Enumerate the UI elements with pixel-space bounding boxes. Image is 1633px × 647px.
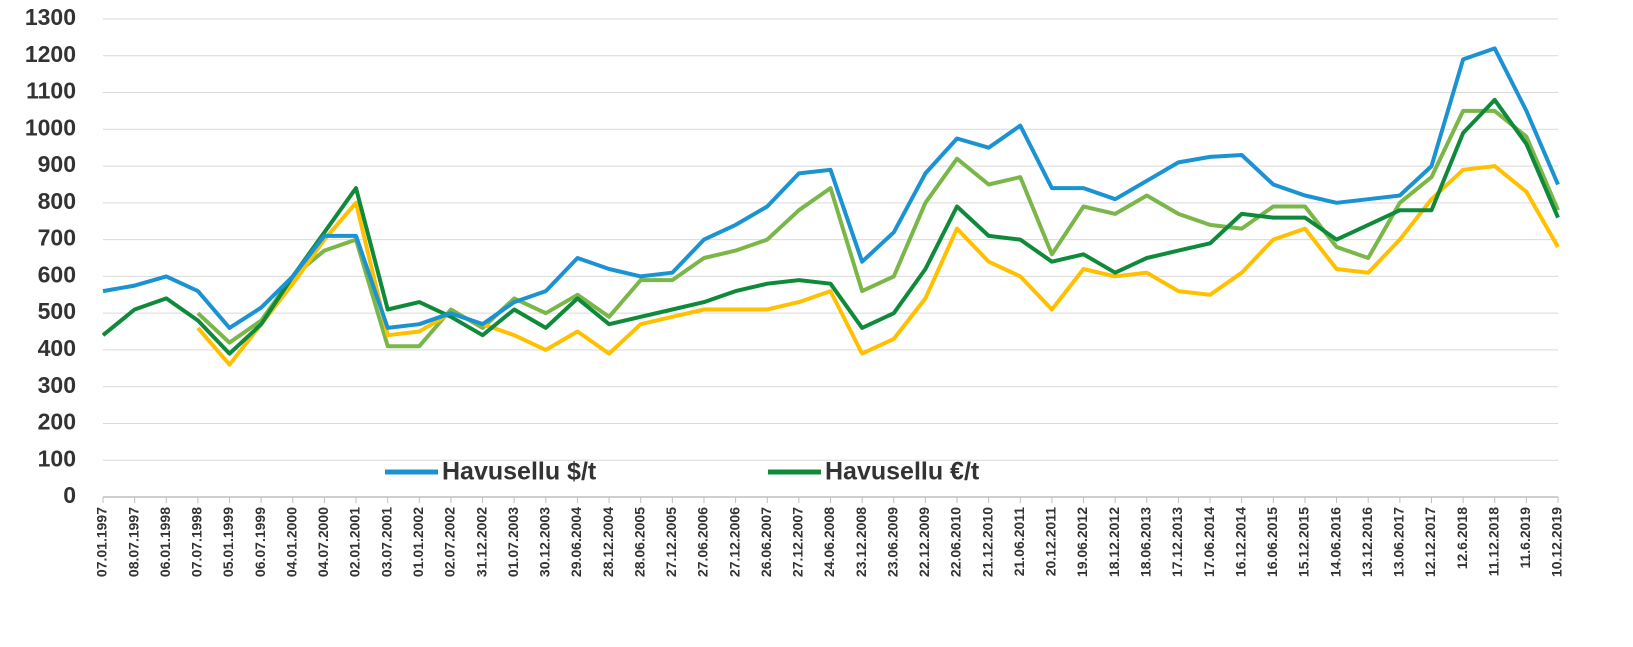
x-tick-label: 28.12.2004 (600, 507, 616, 577)
x-tick-label: 11.12.2018 (1485, 507, 1501, 577)
y-tick-label: 1200 (25, 41, 76, 67)
x-tick-label: 04.07.2000 (315, 507, 331, 577)
series-line (196, 108, 1560, 349)
x-tick-label: 26.06.2007 (758, 507, 774, 577)
x-tick-label: 29.06.2004 (568, 507, 584, 577)
x-tick-label: 02.07.2002 (442, 507, 458, 577)
y-tick-label: 600 (38, 261, 76, 287)
x-tick-label: 23.12.2008 (853, 507, 869, 577)
x-tick-label: 21.06.2011 (1011, 507, 1027, 577)
x-tick-label: 12.12.2017 (1422, 507, 1438, 577)
x-tick-label: 17.06.2014 (1201, 507, 1217, 577)
y-tick-label: 100 (38, 445, 76, 471)
x-tick-label: 06.07.1999 (252, 507, 268, 577)
x-tick-label: 15.12.2015 (1296, 507, 1312, 577)
x-tick-label: 19.06.2012 (1074, 507, 1090, 577)
series-line (101, 97, 1560, 356)
x-tick-label: 01.01.2002 (410, 507, 426, 577)
x-tick-label: 05.01.1999 (220, 507, 236, 577)
x-tick-label: 02.01.2001 (347, 507, 363, 577)
x-tick-label: 07.01.1997 (94, 507, 110, 577)
x-tick-label: 08.07.1997 (125, 507, 141, 577)
x-tick-label: 27.12.2005 (663, 507, 679, 577)
y-tick-label: 800 (38, 188, 76, 214)
y-tick-label: 700 (38, 225, 76, 251)
x-tick-label: 11.6.2019 (1517, 507, 1533, 569)
x-tick-label: 01.07.2003 (505, 507, 521, 577)
x-tick-label: 21.12.2010 (979, 507, 995, 577)
x-tick-label: 18.06.2013 (1138, 507, 1154, 577)
y-tick-label: 400 (38, 335, 76, 361)
y-tick-label: 900 (38, 151, 76, 177)
y-tick-label: 300 (38, 372, 76, 398)
x-tick-label: 12.6.2018 (1454, 507, 1470, 569)
x-tick-label: 18.12.2012 (1106, 507, 1122, 577)
y-tick-label: 200 (38, 409, 76, 435)
x-tick-label: 16.06.2015 (1264, 507, 1280, 577)
legend-label: Havusellu $/t (442, 458, 597, 486)
legend-label: Havusellu €/t (825, 458, 980, 486)
x-tick-label: 13.06.2017 (1391, 507, 1407, 577)
x-tick-label: 14.06.2016 (1327, 507, 1343, 577)
x-tick-label: 27.12.2007 (790, 507, 806, 577)
x-tick-label: 27.06.2006 (695, 507, 711, 577)
x-tick-label: 13.12.2016 (1359, 507, 1375, 577)
x-tick-label: 03.07.2001 (378, 507, 394, 577)
series-line (196, 164, 1560, 367)
y-tick-label: 500 (38, 298, 76, 324)
x-tick-label: 28.06.2005 (631, 507, 647, 577)
x-tick-label: 27.12.2006 (726, 507, 742, 577)
x-tick-label: 22.12.2009 (916, 507, 932, 577)
x-tick-label: 17.12.2013 (1169, 507, 1185, 577)
x-tick-label: 20.12.2011 (1043, 507, 1059, 577)
x-tick-label: 31.12.2002 (473, 507, 489, 577)
y-tick-label: 1100 (26, 78, 76, 104)
x-tick-label: 04.01.2000 (283, 507, 299, 577)
x-tick-label: 22.06.2010 (948, 507, 964, 577)
y-tick-label: 1300 (25, 4, 76, 30)
y-tick-label: 0 (63, 482, 76, 508)
x-tick-label: 23.06.2009 (884, 507, 900, 577)
series-line (102, 46, 1560, 330)
x-tick-label: 10.12.2019 (1549, 507, 1565, 577)
y-tick-label: 1000 (25, 114, 76, 140)
x-tick-label: 07.07.1998 (189, 507, 205, 577)
x-tick-label: 16.12.2014 (1232, 507, 1248, 577)
x-tick-label: 24.06.2008 (821, 507, 837, 577)
x-tick-label: 06.01.1998 (157, 507, 173, 577)
x-tick-label: 30.12.2003 (537, 507, 553, 577)
